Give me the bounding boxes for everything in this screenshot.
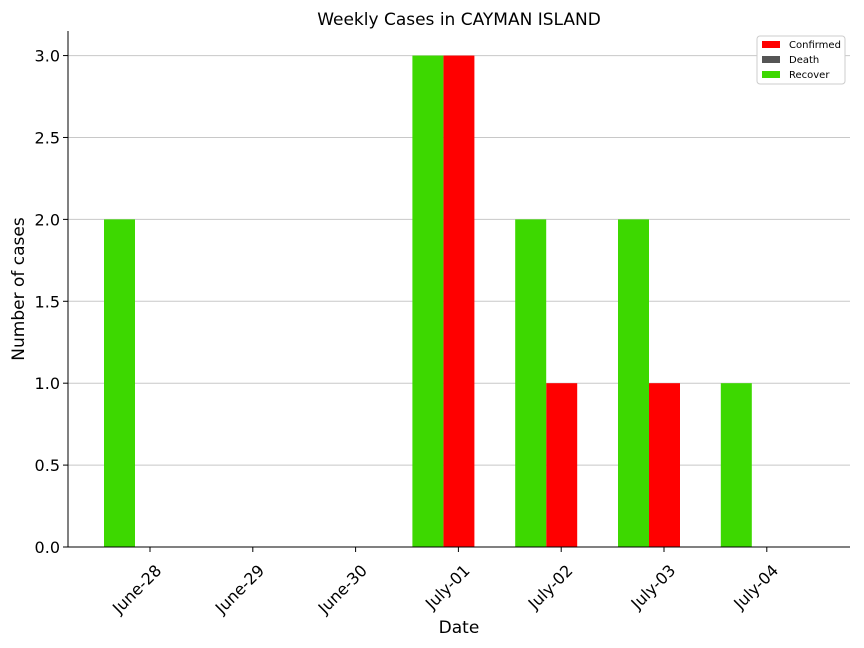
axes [67, 31, 850, 548]
x-tick-label: June-29 [211, 561, 268, 618]
legend-label-recover: Recover [789, 70, 830, 81]
y-tick-label: 3.0 [35, 47, 60, 66]
bar-recover [104, 219, 135, 547]
x-tick-label: July-01 [421, 561, 474, 614]
bar-confirmed [649, 383, 680, 547]
y-axis-title: Number of cases [9, 217, 29, 361]
bar-confirmed [443, 55, 475, 547]
y-tick-label: 1.5 [35, 292, 60, 311]
y-tick-label: 2.0 [35, 210, 60, 229]
y-tick-label: 2.5 [35, 128, 60, 147]
x-tick-label: June-30 [314, 561, 371, 618]
bar-recover [720, 383, 752, 547]
bar-recover [412, 55, 444, 547]
x-tick-label: July-04 [729, 561, 782, 614]
legend-label-confirmed: Confirmed [789, 40, 841, 51]
x-tick-label: June-28 [108, 561, 165, 618]
y-tick-label: 1.0 [35, 374, 60, 393]
legend-swatch-confirmed [762, 41, 780, 48]
bars [104, 55, 752, 547]
y-ticks: 0.0 0.5 1.0 1.5 2.0 2.5 3.0 [35, 47, 68, 557]
bar-recover [515, 219, 547, 547]
legend: Confirmed Death Recover [756, 35, 846, 85]
y-tick-label: 0.5 [35, 456, 60, 475]
bar-recover [618, 219, 649, 547]
legend-label-death: Death [789, 55, 819, 66]
chart-title: Weekly Cases in CAYMAN ISLAND [317, 10, 601, 30]
y-tick-label: 0.0 [35, 538, 60, 557]
x-axis-title: Date [439, 618, 480, 638]
legend-swatch-recover [762, 71, 780, 78]
x-tick-label: July-02 [524, 561, 577, 614]
bar-confirmed [546, 383, 578, 547]
legend-swatch-death [762, 56, 780, 63]
x-ticks: June-28 June-29 June-30 July-01 July-02 July-… [108, 547, 782, 618]
x-tick-label: July-03 [627, 561, 680, 614]
